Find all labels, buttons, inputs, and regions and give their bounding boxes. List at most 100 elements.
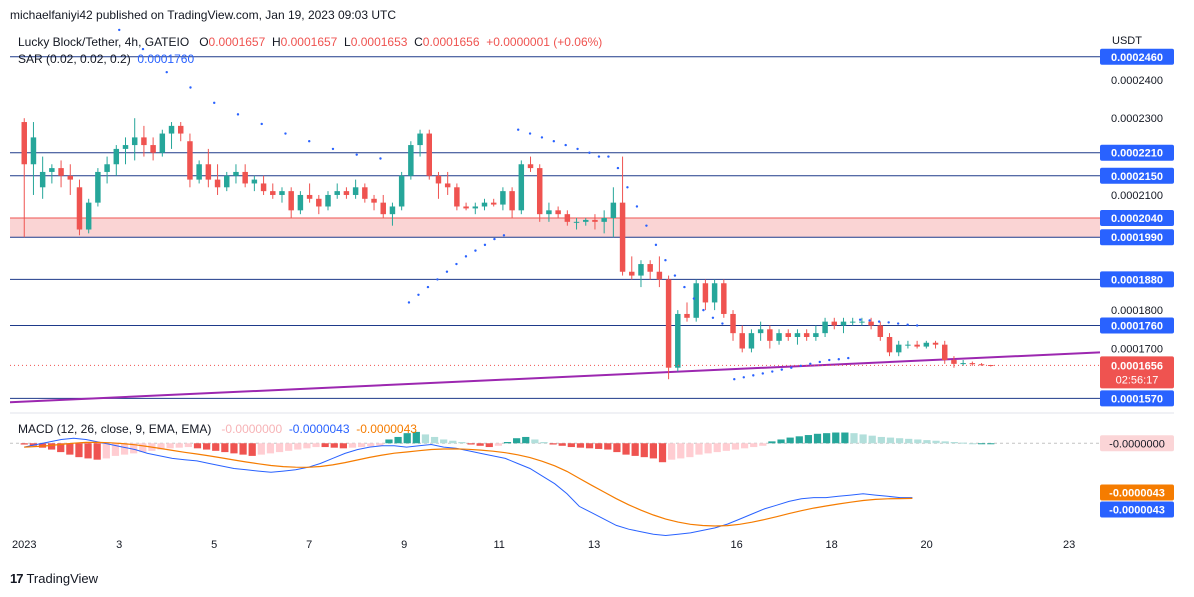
sar-dot [379, 157, 382, 160]
legend-low: 0.0001653 [350, 35, 408, 49]
macd-hist-bar [57, 443, 65, 453]
macd-hist-bar [66, 443, 74, 455]
sar-dot [752, 374, 755, 377]
sar-dot [896, 322, 900, 325]
macd-hist-bar [595, 443, 603, 449]
candle-body [242, 171, 248, 184]
macd-hist-bar [585, 443, 594, 449]
candle-body [481, 202, 488, 207]
level-tag-5: 0.0001880 [1100, 271, 1174, 288]
candle [849, 317, 856, 326]
macd-hist-bar [558, 443, 566, 446]
candle-body [398, 175, 405, 207]
macd-hist-bar [239, 443, 247, 455]
candle [104, 156, 110, 184]
candle-body [113, 148, 120, 165]
macd-hist-bar [932, 440, 940, 444]
sar-dot [213, 101, 216, 105]
macd-line [24, 437, 913, 537]
candle [39, 156, 46, 199]
macd-hist-bar [804, 435, 813, 444]
candle-body [426, 133, 432, 176]
candle [490, 198, 497, 207]
sar-dot [165, 70, 168, 74]
macd-hist-bar [658, 443, 667, 463]
candle [444, 171, 451, 195]
candle [610, 187, 617, 238]
candle-body [721, 283, 727, 314]
candle-body [923, 342, 930, 347]
macd-hist-bar [458, 442, 466, 444]
countdown-label: 02:56:17 [1116, 374, 1159, 386]
sar-dot [141, 47, 145, 51]
candle-body [776, 333, 782, 341]
legend-symbol[interactable]: Lucky Block/Tether, 4h, GATEIO [18, 35, 190, 49]
level-tag-bg [1100, 210, 1174, 226]
candle-body [757, 329, 764, 334]
macd-hist-bar [248, 443, 256, 456]
macd-hist-bar [850, 433, 858, 444]
macd-hist-tag-bg [1100, 435, 1174, 452]
macd-hist-bar [914, 439, 922, 444]
price-axis-unit: USDT [1112, 35, 1142, 47]
candle [629, 256, 635, 280]
level-tag-6: 0.0001760 [1100, 317, 1174, 334]
macd-hist-bar [503, 442, 512, 444]
candle [895, 340, 902, 357]
candle [969, 361, 976, 366]
macd-hist-bar [111, 443, 120, 456]
sar-label[interactable]: SAR (0.02, 0.02, 0.2) [18, 52, 131, 66]
candle [822, 317, 828, 337]
macd-hist-bar [20, 443, 28, 445]
candle-body [58, 168, 64, 176]
chart-frame[interactable]: 0.0002460 0.0002210 0.0002150 0.0002040 0.00… [10, 28, 1174, 560]
candle [306, 183, 313, 203]
candle-body [518, 164, 525, 211]
candle [279, 187, 285, 203]
chart-canvas[interactable]: 0.0002460 0.0002210 0.0002150 0.0002040 0.00… [10, 28, 1194, 560]
last-price-tag-bg [1100, 356, 1174, 389]
candle-body [785, 333, 791, 337]
macd-hist-bar [84, 443, 92, 459]
candle-body [141, 137, 147, 146]
candle-body [306, 194, 313, 199]
macd-hist-bar [221, 443, 229, 453]
legend-open: 0.0001657 [208, 35, 266, 49]
candle-body [260, 183, 267, 192]
sar-dot [742, 376, 745, 379]
candle [619, 156, 626, 276]
footer: 17 TradingView [10, 571, 98, 586]
candle-body [647, 264, 653, 272]
candle-body [619, 202, 626, 272]
sar-dot [588, 151, 591, 154]
macd-signal-tag: -0.0000043 [1109, 487, 1165, 499]
macd-hist-bar [786, 437, 794, 444]
level-tag-bg [1100, 48, 1174, 65]
candle [214, 164, 221, 195]
candle [739, 325, 745, 353]
macd-label[interactable]: MACD (12, 26, close, 9, EMA, EMA) [18, 422, 212, 436]
macd-hist-bar [385, 439, 393, 444]
candle [150, 137, 156, 161]
candle-body [196, 164, 202, 180]
candle-body [978, 364, 985, 366]
candle-body [536, 168, 543, 215]
macd-hist-bar [905, 438, 913, 444]
candle [288, 187, 294, 218]
candle [463, 202, 469, 211]
macd-hist-bar [130, 443, 138, 454]
candle-body [39, 171, 46, 188]
candle [564, 210, 571, 226]
candle [251, 175, 258, 192]
macd-hist-bar [157, 443, 165, 450]
candle [767, 325, 773, 349]
candle [868, 317, 874, 330]
sar-dot [818, 360, 821, 364]
sar-dot [483, 243, 487, 247]
x-tick-label: 16 [731, 539, 743, 551]
candle [159, 129, 166, 157]
footer-brand[interactable]: TradingView [26, 571, 99, 586]
sar-dot [426, 285, 430, 289]
macd-hist-bar [376, 443, 384, 446]
macd-hist-bar [959, 442, 968, 444]
